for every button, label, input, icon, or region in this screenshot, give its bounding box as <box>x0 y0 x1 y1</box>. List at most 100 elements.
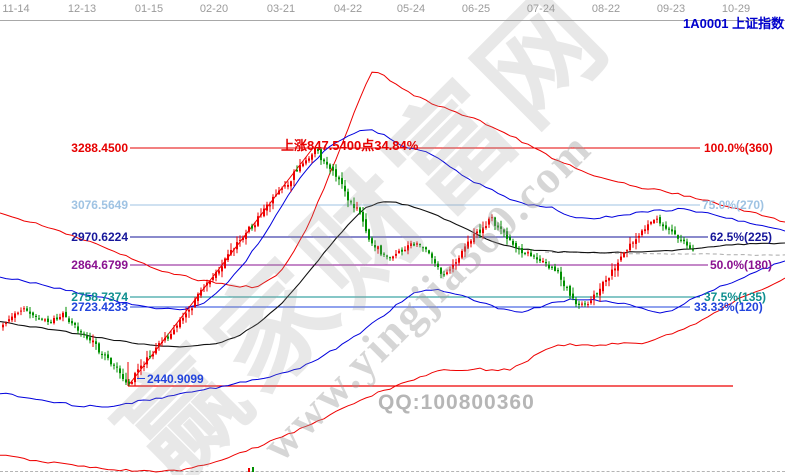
date-tick-09-23: 09-23 <box>656 3 686 15</box>
candle-body <box>605 280 607 282</box>
candle-body <box>50 321 52 323</box>
candle-body <box>431 253 433 258</box>
candle-body <box>182 317 184 321</box>
candle-body <box>218 270 220 274</box>
candle-body <box>332 166 334 171</box>
candle-body <box>308 158 310 161</box>
candle-body <box>125 379 127 383</box>
candle-body <box>491 217 493 219</box>
candle-body <box>134 373 136 383</box>
candle-body <box>164 337 166 341</box>
candle-body <box>488 218 490 225</box>
candle-body <box>353 204 355 209</box>
candle-body <box>515 243 517 248</box>
candle-body <box>305 160 307 164</box>
candle-body <box>371 238 373 244</box>
candle-body <box>215 272 217 278</box>
candle-body <box>254 225 256 228</box>
candle-body <box>557 269 559 272</box>
candle-body <box>98 343 100 353</box>
candle-body <box>644 229 646 232</box>
candle-body <box>26 308 28 311</box>
candle-body <box>29 311 31 314</box>
candle-body <box>647 224 649 231</box>
candle-body <box>635 239 637 244</box>
candle-body <box>479 229 481 233</box>
date-tick-06-25: 06-25 <box>461 3 491 15</box>
candle-body <box>374 245 376 248</box>
candle-body <box>122 374 124 379</box>
candle-body <box>506 231 508 239</box>
candle-body <box>65 311 67 317</box>
candle-body <box>395 253 397 256</box>
candle-body <box>242 237 244 240</box>
candle-body <box>191 308 193 311</box>
candle-body <box>17 312 19 314</box>
fib-percent-label: 37.5%(135) <box>704 290 767 304</box>
candle-body <box>278 190 280 195</box>
price-level-label: 2723.4233 <box>71 300 128 314</box>
price-level-label: 3288.4500 <box>71 141 128 155</box>
date-tick-11-14: 11-14 <box>2 3 30 15</box>
candle-body <box>143 365 145 367</box>
candle-body <box>494 217 496 226</box>
candle-body <box>77 326 79 331</box>
candle-body <box>467 241 469 249</box>
candle-body <box>581 303 583 305</box>
candle-body <box>128 381 130 384</box>
candle-body <box>425 247 427 250</box>
candle-body <box>599 288 601 296</box>
candle-body <box>8 319 10 322</box>
candle-body <box>656 218 658 220</box>
candle-body <box>437 263 439 267</box>
candle-body <box>203 287 205 289</box>
band-blue-lower <box>0 260 785 408</box>
candle-body <box>14 313 16 318</box>
candle-body <box>461 250 463 258</box>
candle-body <box>677 235 679 239</box>
fib-percent-label: 62.5%(225) <box>710 230 773 244</box>
candle-body <box>299 165 301 172</box>
candle-body <box>167 336 169 339</box>
date-tick-07-24: 07-24 <box>526 3 556 15</box>
candle-body <box>56 317 58 320</box>
candle-body <box>665 225 667 229</box>
candle-body <box>146 357 148 365</box>
date-tick-05-24: 05-24 <box>396 3 426 15</box>
candle-body <box>545 262 547 264</box>
date-tick-02-20: 02-20 <box>199 3 229 15</box>
candle-body <box>455 262 457 264</box>
candle-body <box>386 255 388 257</box>
candle-body <box>485 226 487 228</box>
candle-body <box>443 274 445 276</box>
date-tick-10-29: 10-29 <box>721 3 751 15</box>
price-level-label: 2970.6224 <box>71 230 128 244</box>
candle-body <box>590 300 592 304</box>
candle-body <box>566 286 568 288</box>
candle-body <box>83 333 85 335</box>
candle-body <box>572 293 574 299</box>
candle-body <box>284 185 286 187</box>
fib-percent-label: 100.0%(360) <box>704 141 773 155</box>
candle-body <box>452 264 454 269</box>
date-tick-01-15: 01-15 <box>134 3 164 15</box>
candle-body <box>632 242 634 244</box>
date-tick-04-22: 04-22 <box>333 3 363 15</box>
candle-body <box>497 225 499 228</box>
candle-body <box>155 347 157 354</box>
candle-body <box>659 217 661 224</box>
candle-body <box>59 317 61 320</box>
candle-body <box>398 250 400 253</box>
candle-body <box>137 369 139 373</box>
candle-body <box>248 226 250 232</box>
candle-body <box>548 264 550 269</box>
date-tick-08-22: 08-22 <box>591 3 621 15</box>
bottom-tick-mark <box>252 467 254 472</box>
candle-body <box>563 280 565 287</box>
candle-body <box>341 178 343 185</box>
candle-body <box>428 250 430 254</box>
candle-body <box>206 282 208 286</box>
candle-body <box>434 259 436 264</box>
candle-body <box>518 248 520 250</box>
